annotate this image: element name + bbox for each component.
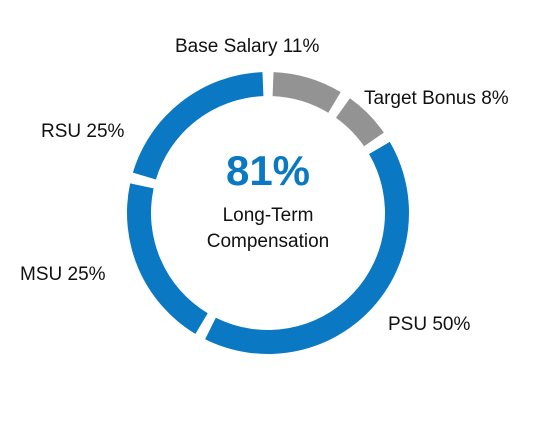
label-psu: PSU 50% <box>388 314 471 335</box>
center-label-line2: Compensation <box>206 231 330 252</box>
slice-msu <box>126 183 208 334</box>
label-target-bonus: Target Bonus 8% <box>364 88 509 109</box>
label-base-salary: Base Salary 11% <box>175 36 320 57</box>
center-label-line1: Long-Term <box>222 205 314 226</box>
slice-base-salary <box>272 72 341 113</box>
label-rsu: RSU 25% <box>41 121 125 142</box>
slice-psu <box>205 141 409 354</box>
label-msu: MSU 25% <box>20 264 106 285</box>
slice-target-bonus <box>335 98 384 147</box>
slice-rsu <box>132 72 264 180</box>
center-value: 81% <box>225 147 311 194</box>
